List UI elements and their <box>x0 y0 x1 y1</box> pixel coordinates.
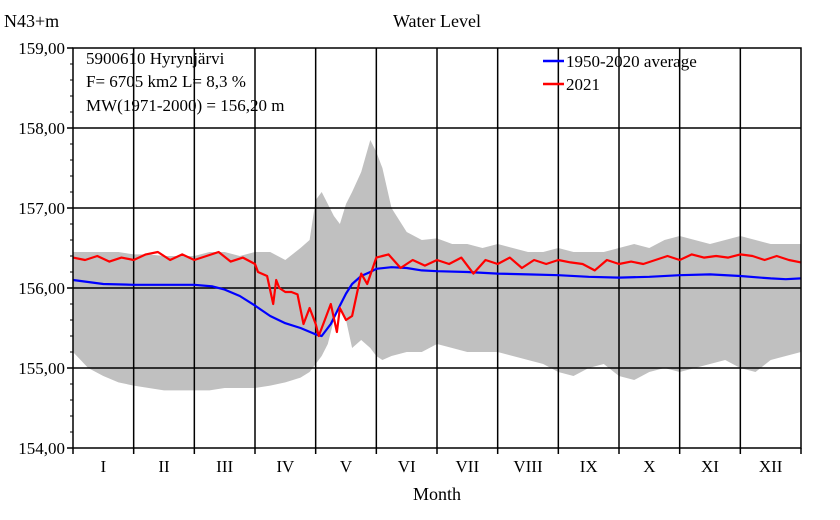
x-axis-label: Month <box>413 484 461 504</box>
series-layer <box>72 250 802 338</box>
x-tick-label-ix: IX <box>580 457 598 476</box>
legend-label-average: 1950-2020 average <box>566 52 697 71</box>
x-tick-label-x: X <box>643 457 655 476</box>
catchment-info: F= 6705 km2 L= 8,3 % <box>86 72 246 91</box>
y-unit-label: N43+m <box>4 11 59 31</box>
y-tick-label-5: 159,00 <box>18 39 65 58</box>
chart-title: Water Level <box>393 11 481 31</box>
y-tick-label-2: 156,00 <box>18 279 65 298</box>
series-line-2021 <box>72 250 802 338</box>
x-tick-label-i: I <box>100 457 106 476</box>
station-info: 5900610 Hyrynjärvi F= 6705 km2 L= 8,3 % … <box>86 49 284 115</box>
y-tick-label-4: 158,00 <box>18 119 65 138</box>
y-tick-label-3: 157,00 <box>18 199 65 218</box>
x-tick-label-vi: VI <box>398 457 416 476</box>
x-tick-label-vii: VII <box>456 457 480 476</box>
x-tick-label-iv: IV <box>276 457 295 476</box>
x-tick-label-ii: II <box>158 457 170 476</box>
grid-layer <box>73 48 801 448</box>
x-tick-label-iii: III <box>216 457 233 476</box>
x-tick-label-xi: XI <box>701 457 719 476</box>
x-tick-label-xii: XII <box>759 457 783 476</box>
station-name: 5900610 Hyrynjärvi <box>86 49 225 68</box>
mean-water-level: MW(1971-2000) = 156,20 m <box>86 96 284 115</box>
x-tick-label-viii: VIII <box>513 457 543 476</box>
x-tick-label-v: V <box>340 457 353 476</box>
series-line-average <box>72 266 802 338</box>
legend: 1950-2020 average 2021 <box>543 52 697 94</box>
legend-label-2021: 2021 <box>566 75 600 94</box>
y-tick-label-1: 155,00 <box>18 359 65 378</box>
y-tick-label-0: 154,00 <box>18 439 65 458</box>
